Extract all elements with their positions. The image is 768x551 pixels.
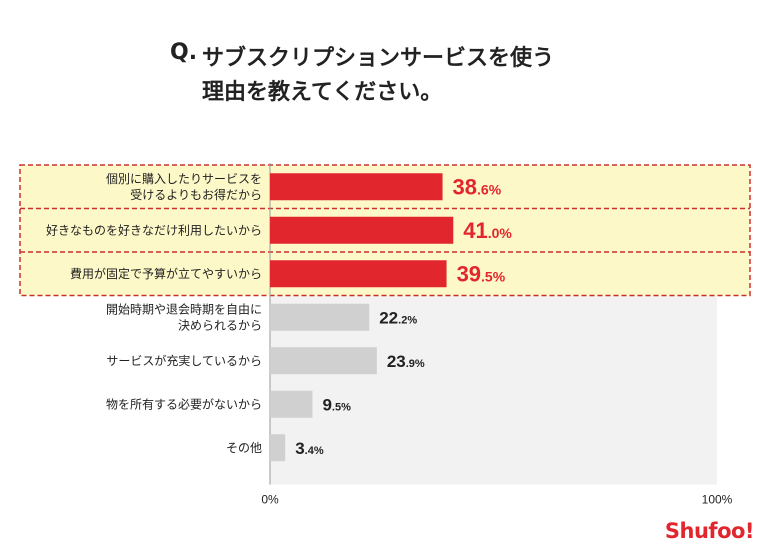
- value-label: 9.5%: [322, 395, 351, 414]
- x-tick-label: 0%: [261, 493, 279, 507]
- value-label: 41.0%: [463, 218, 512, 243]
- value-label: 38.6%: [453, 175, 502, 200]
- title-line-2: 理由を教えてください。: [202, 80, 443, 105]
- bar: [270, 216, 454, 244]
- bar: [270, 390, 313, 418]
- category-label: 好きなものを好きなだけ利用したいから: [46, 223, 262, 237]
- category-label: 費用が固定で予算が立てやすいから: [70, 266, 262, 281]
- value-label: 23.9%: [387, 352, 425, 371]
- bar: [270, 173, 443, 201]
- category-label: サービスが充実しているから: [106, 353, 262, 368]
- bar: [270, 347, 377, 375]
- value-label: 22.2%: [379, 308, 417, 327]
- category-label: 開始時期や退会時期を自由に決められるから: [106, 302, 262, 332]
- highlight-frame: [19, 164, 751, 297]
- question-mark: Q.: [170, 40, 198, 65]
- bar: [270, 303, 370, 331]
- shufoo-logo: Shufoo!: [664, 519, 755, 543]
- bar: [270, 434, 286, 462]
- category-label: 物を所有する必要がないから: [106, 396, 262, 411]
- value-label: 39.5%: [457, 262, 506, 287]
- title-line-1: サブスクリプションサービスを使う: [202, 46, 555, 71]
- bar: [270, 260, 447, 288]
- x-tick-label: 100%: [702, 493, 733, 507]
- value-label: 3.4%: [295, 439, 324, 458]
- category-label: その他: [226, 441, 262, 455]
- category-label: 個別に購入したりサービスを受けるよりもお得だから: [106, 172, 262, 202]
